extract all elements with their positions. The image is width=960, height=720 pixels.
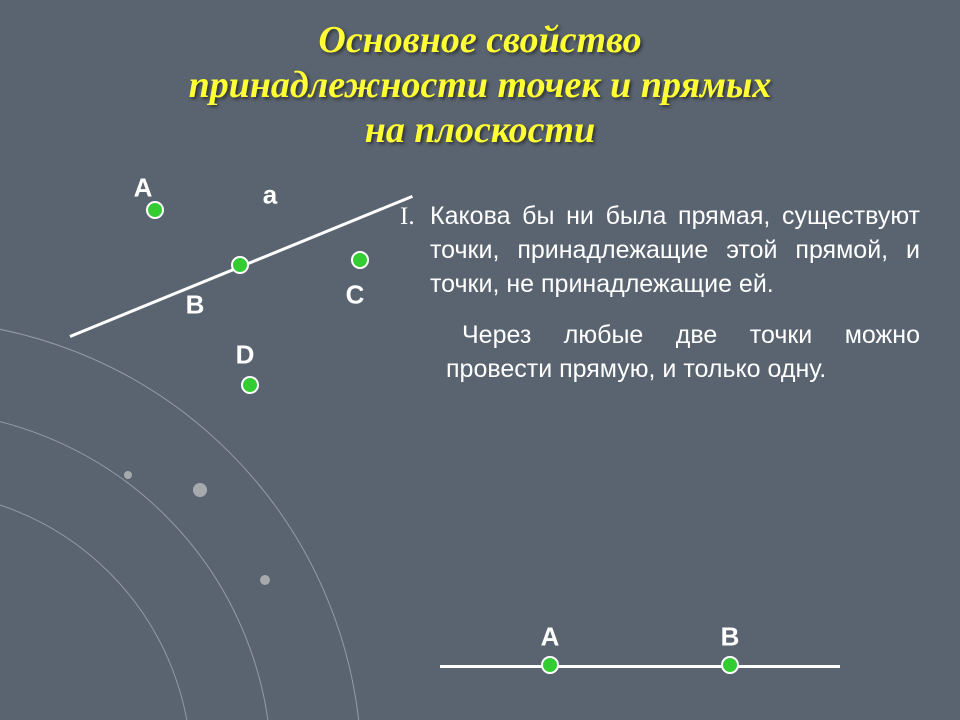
point-label-C: C xyxy=(346,280,365,311)
slide: Основное свойство принадлежности точек и… xyxy=(0,0,960,720)
point-label-A: A xyxy=(134,173,153,204)
diagram-two-points-line: AB xyxy=(430,610,850,690)
point-label-A2: A xyxy=(541,622,560,653)
point-B xyxy=(231,256,249,274)
point-D xyxy=(241,376,259,394)
list-marker: I. xyxy=(400,200,415,234)
paragraph-2-text: Через любые две точки можно провести пря… xyxy=(446,321,920,383)
point-A2 xyxy=(541,656,559,674)
slide-title: Основное свойство принадлежности точек и… xyxy=(0,18,960,152)
paragraph-1-text: Какова бы ни была прямая, существуют точ… xyxy=(430,202,920,298)
point-label-B: B xyxy=(186,290,205,321)
point-A xyxy=(146,201,164,219)
point-B2 xyxy=(721,656,739,674)
title-line-1: Основное свойство xyxy=(318,19,641,61)
point-C xyxy=(351,251,369,269)
point-label-B2: B xyxy=(721,622,740,653)
title-line-2: принадлежности точек и прямых xyxy=(189,64,772,106)
point-label-D: D xyxy=(236,340,255,371)
body-text: I. Какова бы ни была прямая, существуют … xyxy=(430,200,920,387)
line-label-a: a xyxy=(263,180,277,211)
axiom-paragraph-2: Через любые две точки можно провести пря… xyxy=(430,319,920,387)
title-line-3: на плоскости xyxy=(365,109,595,151)
line-ab xyxy=(440,665,840,668)
axiom-paragraph-1: I. Какова бы ни была прямая, существуют … xyxy=(430,200,920,301)
